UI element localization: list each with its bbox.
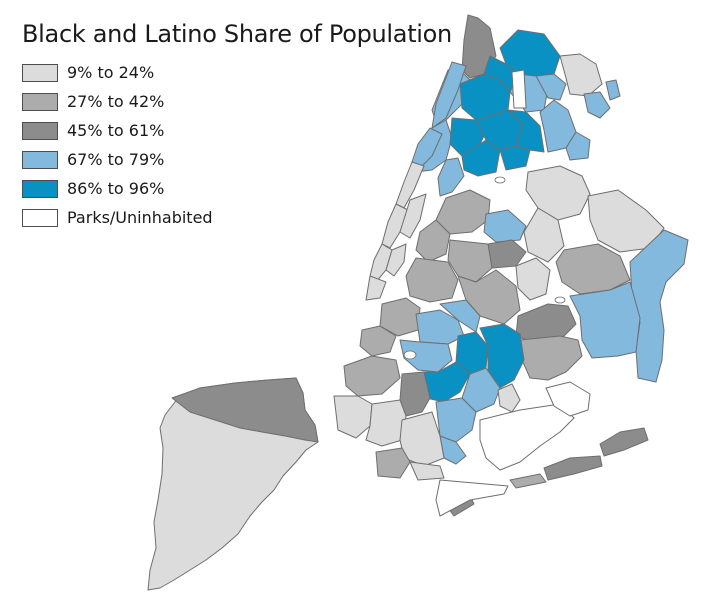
map-region bbox=[559, 53, 603, 97]
map-region bbox=[499, 145, 531, 171]
legend-swatch bbox=[22, 121, 58, 140]
map-region bbox=[171, 377, 319, 443]
map-region bbox=[359, 325, 397, 357]
legend-label: 9% to 24% bbox=[67, 63, 155, 82]
map-region bbox=[535, 73, 567, 101]
map-region bbox=[599, 427, 649, 457]
map-region bbox=[399, 371, 431, 417]
map-region bbox=[523, 207, 565, 263]
map-region bbox=[509, 473, 547, 489]
map-region bbox=[409, 461, 445, 481]
legend-item: 9% to 24% bbox=[22, 58, 213, 87]
legend-swatch bbox=[22, 63, 58, 82]
map-region bbox=[437, 157, 465, 197]
map-region bbox=[385, 243, 407, 277]
map-region bbox=[525, 165, 591, 221]
map-region bbox=[497, 383, 521, 413]
map-region bbox=[629, 229, 689, 383]
map-region bbox=[431, 61, 467, 129]
map-region bbox=[543, 455, 603, 481]
map-region bbox=[483, 209, 527, 243]
legend-label: Parks/Uninhabited bbox=[67, 208, 213, 227]
legend-swatch bbox=[22, 208, 58, 227]
map-region bbox=[405, 257, 459, 303]
map-region bbox=[519, 335, 583, 381]
legend-item: 86% to 96% bbox=[22, 174, 213, 203]
map-region bbox=[545, 381, 591, 417]
map-region bbox=[507, 109, 545, 153]
map-region bbox=[494, 176, 506, 184]
map-region bbox=[554, 296, 566, 304]
map-region bbox=[511, 69, 527, 109]
map-region bbox=[365, 399, 407, 447]
legend-swatch bbox=[22, 150, 58, 169]
legend-swatch bbox=[22, 179, 58, 198]
map-region bbox=[439, 299, 481, 333]
legend-item: Parks/Uninhabited bbox=[22, 203, 213, 232]
map-region bbox=[435, 479, 509, 517]
legend-label: 67% to 79% bbox=[67, 150, 165, 169]
legend-item: 45% to 61% bbox=[22, 116, 213, 145]
map-region bbox=[399, 193, 427, 239]
map-region bbox=[565, 131, 591, 161]
map-region bbox=[479, 403, 575, 471]
map-region bbox=[479, 323, 525, 389]
map-region bbox=[605, 79, 621, 101]
legend: 9% to 24% 27% to 42% 45% to 61% 67% to 7… bbox=[22, 58, 213, 232]
map-region bbox=[461, 139, 501, 177]
map-region bbox=[569, 281, 641, 359]
map-region bbox=[365, 275, 387, 301]
map-region bbox=[333, 395, 373, 439]
map-region bbox=[375, 447, 411, 479]
legend-label: 27% to 42% bbox=[67, 92, 165, 111]
map-region bbox=[515, 257, 551, 301]
legend-swatch bbox=[22, 92, 58, 111]
map-region bbox=[399, 411, 445, 467]
map-region bbox=[403, 350, 417, 360]
map-title: Black and Latino Share of Population bbox=[22, 20, 452, 48]
map-region bbox=[343, 355, 401, 397]
legend-label: 45% to 61% bbox=[67, 121, 165, 140]
legend-label: 86% to 96% bbox=[67, 179, 165, 198]
map-region bbox=[399, 339, 453, 373]
legend-item: 27% to 42% bbox=[22, 87, 213, 116]
map-region bbox=[583, 91, 611, 119]
legend-item: 67% to 79% bbox=[22, 145, 213, 174]
